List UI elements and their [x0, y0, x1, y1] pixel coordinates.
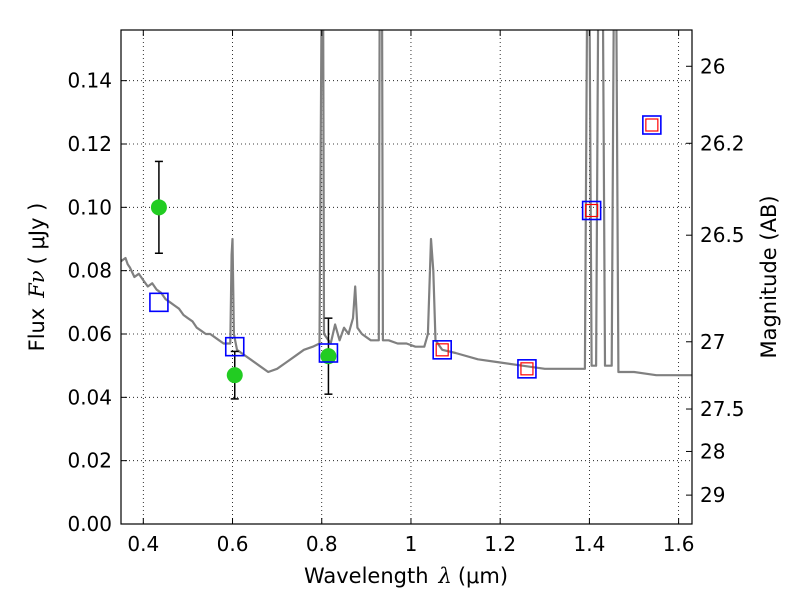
grid-lines — [121, 30, 692, 525]
tick-labels: 0.4 0.6 0.8 1 1.2 1.4 1.6 0.00 0.02 0.04 0.06 0.08 0… — [67, 54, 744, 556]
y-tick-label: 0.02 — [67, 449, 112, 473]
model-square-blue — [642, 115, 662, 135]
x-tick-label: 1 — [405, 532, 418, 556]
y-tick-label: 0.06 — [67, 322, 112, 346]
y-axis-label: Flux — [25, 308, 49, 352]
spectrum-line — [121, 30, 692, 377]
y2-tick-label: 26 — [700, 54, 725, 78]
x-tick-label: 0.4 — [127, 532, 159, 556]
model-square-red — [520, 362, 534, 376]
model-square-blue — [224, 336, 245, 357]
y-tick-label: 0.00 — [67, 512, 112, 536]
model-square-blue — [149, 292, 169, 313]
y-tick-label: 0.12 — [67, 132, 112, 156]
y2-tick-label: 26.2 — [700, 131, 745, 155]
observed-point — [226, 367, 243, 384]
observed-point — [150, 199, 167, 216]
x-tick-label: 1.6 — [663, 532, 695, 556]
y-tick-label: 0.14 — [67, 69, 112, 93]
x-axis-unit: (μm) — [458, 564, 508, 588]
model-square-red — [585, 203, 599, 218]
y-axis-title: Flux Fν ( μJy ) — [25, 203, 49, 352]
y2-tick-label: 27 — [700, 330, 725, 354]
y2-tick-label: 28 — [700, 439, 725, 463]
y2-tick-label: 27.5 — [700, 397, 745, 421]
model-square-blue — [318, 343, 339, 363]
x-tick-label: 1.4 — [573, 532, 605, 556]
y2-tick-label: 29 — [700, 483, 725, 507]
plot-frame — [120, 29, 693, 525]
error-bar-layer — [154, 160, 333, 400]
model-square-blue — [517, 359, 537, 379]
y-axis-unit: ( μJy ) — [25, 203, 49, 265]
observed-point — [320, 348, 337, 365]
y2-axis-title: Magnitude (AB) — [757, 195, 781, 358]
x-axis-symbol: λ — [438, 564, 452, 588]
x-axis-title: Wavelength λ (μm) — [304, 564, 508, 588]
x-tick-label: 1.2 — [484, 532, 516, 556]
model-square-blue — [432, 340, 452, 360]
y-tick-label: 0.10 — [67, 195, 112, 219]
y2-tick-label: 26.5 — [700, 223, 745, 247]
spectrum-line-layer — [121, 30, 692, 377]
model-square-blue — [581, 200, 602, 221]
marker-layer — [149, 115, 662, 384]
model-square-red — [435, 343, 449, 357]
model-square-red — [645, 118, 659, 132]
x-axis-label: Wavelength — [304, 564, 429, 588]
x-tick-label: 0.6 — [217, 532, 249, 556]
y-axis-symbol: Fν — [25, 270, 49, 299]
y-tick-label: 0.04 — [67, 385, 112, 409]
tick-marks — [121, 30, 692, 525]
y-tick-label: 0.08 — [67, 259, 112, 283]
x-tick-label: 0.8 — [306, 532, 338, 556]
